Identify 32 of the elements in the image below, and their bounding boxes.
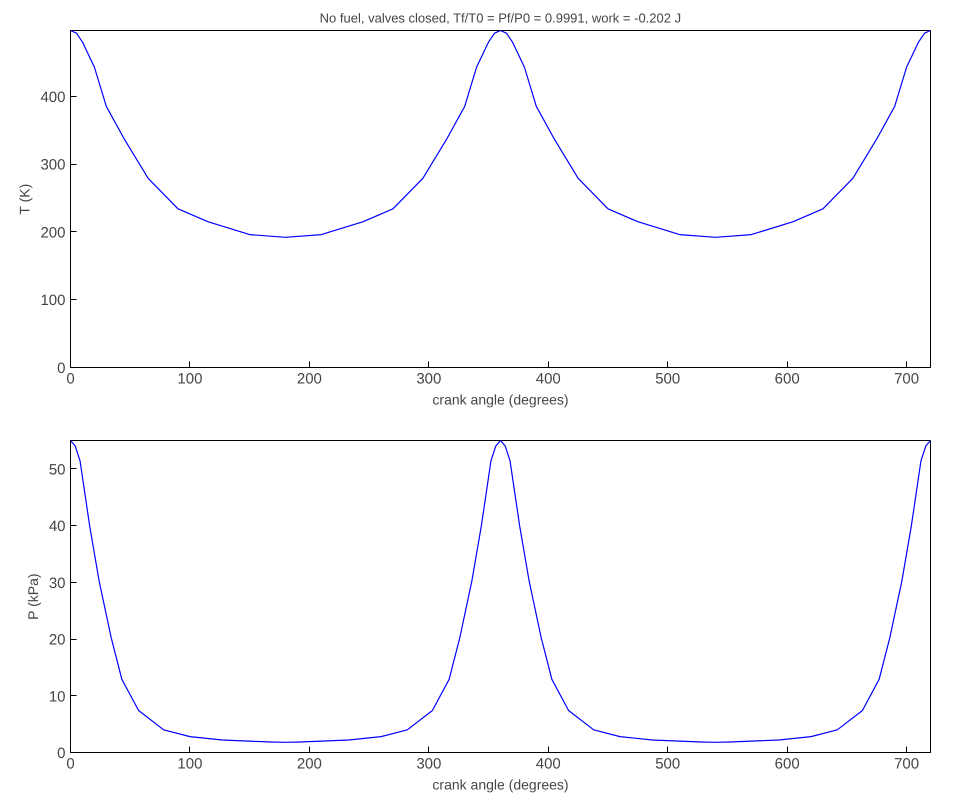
x-axis-title: crank angle (degrees) <box>432 776 569 792</box>
y-tick-label: 50 <box>48 461 66 478</box>
x-tick-label: 700 <box>894 370 920 388</box>
x-tick-label: 300 <box>416 756 442 772</box>
x-tick-label: 100 <box>177 756 202 772</box>
x-tick-label: 500 <box>655 370 680 388</box>
y-tick-label: 0 <box>57 360 66 377</box>
x-tick-label: 400 <box>536 756 561 772</box>
y-tick-label: 20 <box>48 632 66 649</box>
x-tick-label: 500 <box>655 756 680 772</box>
x-tick-label: 600 <box>774 756 800 772</box>
y-tick-label: 300 <box>40 156 66 174</box>
y-axis-title: P (kPa) <box>24 573 41 620</box>
y-tick-label: 10 <box>48 688 66 706</box>
line-series <box>70 30 930 238</box>
chart-title: No fuel, valves closed, Tf/T0 = Pf/P0 = 0.9991, work = -0.202 J <box>320 10 682 26</box>
x-tick-label: 700 <box>894 756 920 772</box>
x-tick-label: 200 <box>296 756 322 772</box>
line-series <box>70 440 930 743</box>
y-tick-label: 40 <box>48 518 66 536</box>
y-tick-label: 400 <box>40 88 66 106</box>
y-tick-label: 100 <box>40 292 66 310</box>
y-tick-label: 200 <box>40 224 66 242</box>
x-tick-label: 100 <box>177 370 202 388</box>
x-tick-label: 600 <box>774 370 800 388</box>
y-axis-title: T (K) <box>16 184 32 215</box>
y-tick-label: 0 <box>57 745 66 762</box>
x-axis-title: crank angle (degrees) <box>432 392 569 408</box>
x-tick-label: 300 <box>416 370 442 388</box>
y-tick-label: 30 <box>48 574 66 592</box>
x-tick-label: 400 <box>536 370 561 388</box>
x-tick-label: 200 <box>296 370 322 388</box>
